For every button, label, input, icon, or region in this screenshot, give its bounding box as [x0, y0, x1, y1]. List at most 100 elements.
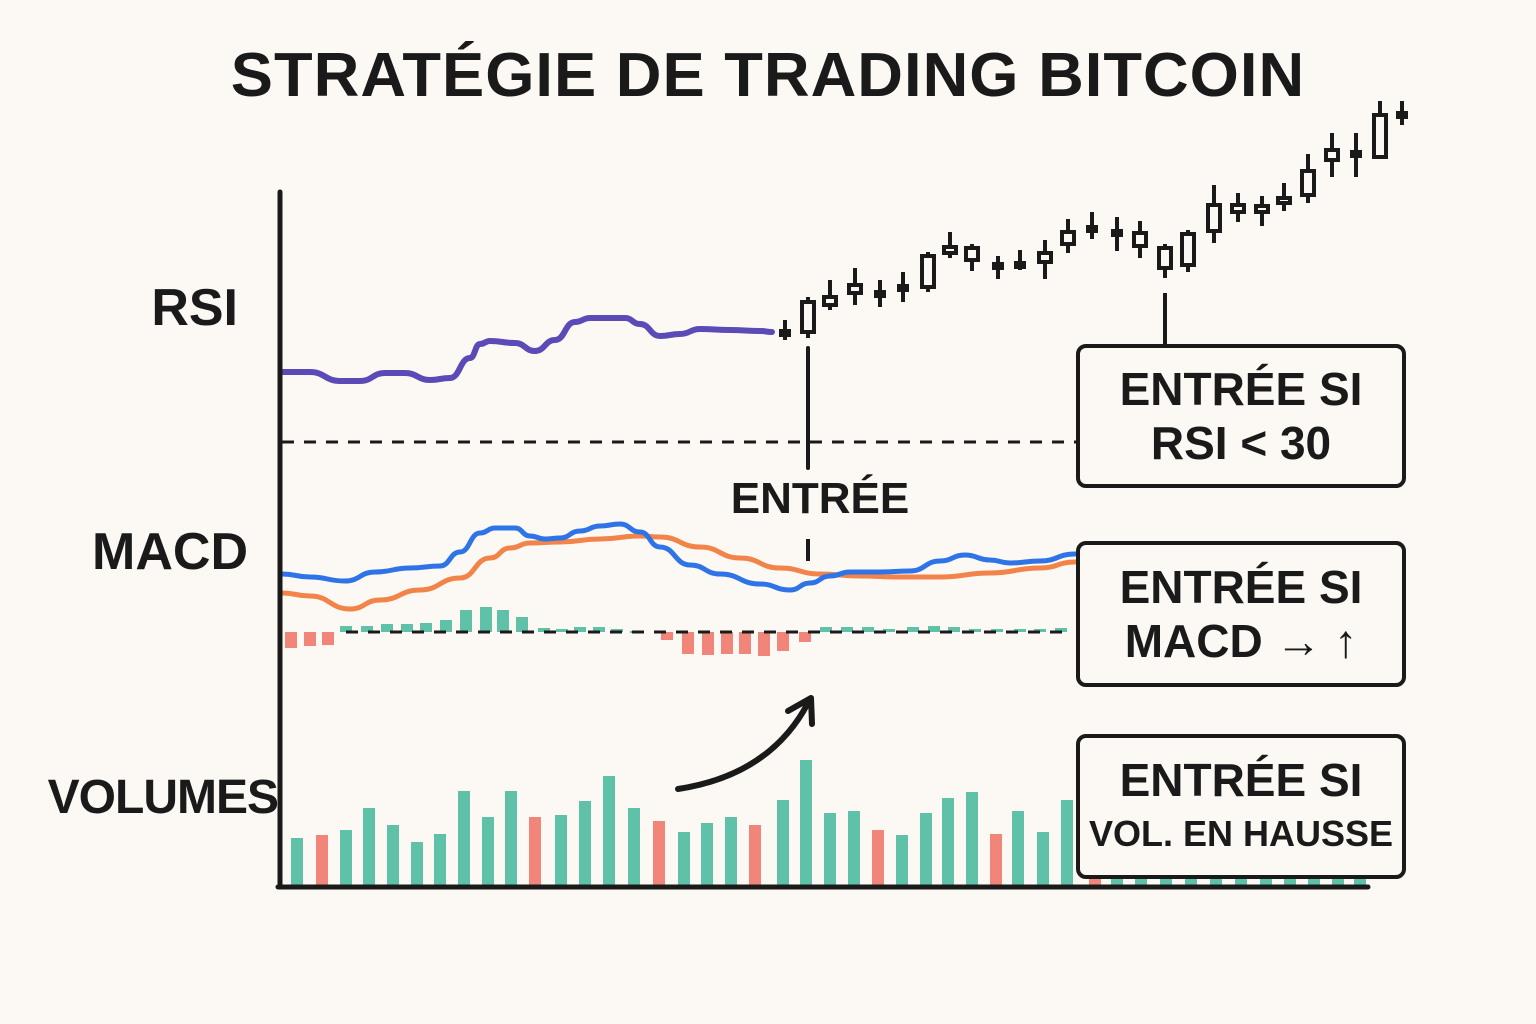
histogram-bar [841, 627, 853, 632]
candle-body [1180, 232, 1196, 267]
histogram-bar [907, 627, 919, 632]
histogram-bar [556, 629, 568, 632]
candle-body [1157, 246, 1173, 270]
chart-title: STRATÉGIE DE TRADING BITCOIN [230, 41, 1306, 110]
histogram-bar [285, 632, 297, 648]
volume-bar [411, 842, 423, 885]
macd-signal-line [279, 533, 1078, 612]
histogram-bar [883, 629, 895, 632]
volume-bar [628, 808, 640, 885]
volume-bar [505, 791, 517, 885]
candle-body [1060, 230, 1076, 246]
price-candlesticks [779, 101, 1408, 340]
histogram-bar [361, 626, 373, 632]
volume-bar [872, 830, 884, 885]
macd-condition-line2: MACD → ↑ [1124, 615, 1358, 667]
volume-bar [920, 813, 932, 885]
volume-bar [482, 817, 494, 885]
volume-bars [291, 760, 1366, 885]
histogram-bar [460, 610, 472, 632]
volume-bar [653, 821, 665, 885]
volume-bar [579, 801, 591, 885]
macd-condition-box: ENTRÉE SI MACD → ↑ [1076, 541, 1406, 687]
volume-bar [387, 825, 399, 885]
volume-bar [316, 835, 328, 885]
volume-bar [942, 798, 954, 885]
macd-line [279, 521, 1078, 593]
volume-bar [1308, 879, 1320, 885]
candle-body [1372, 113, 1388, 159]
volume-bar [291, 838, 303, 885]
histogram-bar [661, 632, 673, 640]
candle-body [822, 295, 838, 307]
rsi-condition-line1: ENTRÉE SI [1119, 363, 1363, 415]
volume-bar [896, 835, 908, 885]
histogram-bar [593, 627, 605, 632]
candle-body [1014, 261, 1026, 269]
candle-body [1254, 204, 1270, 214]
histogram-bar [480, 607, 492, 632]
rsi-panel-label: RSI [151, 279, 238, 337]
histogram-bar [820, 627, 832, 632]
histogram-bar [702, 632, 714, 655]
macd-condition-line1: ENTRÉE SI [1119, 561, 1363, 613]
candle-body [1396, 111, 1408, 119]
histogram-bar [340, 626, 352, 632]
histogram-bar [322, 632, 334, 645]
candle-body [1276, 196, 1292, 205]
volume-bar [1284, 879, 1296, 885]
volume-condition-box: ENTRÉE SI VOL. EN HAUSSE [1076, 734, 1406, 879]
candle-body [964, 246, 980, 262]
volumes-panel-label: VOLUMES [47, 771, 279, 824]
volume-bar [1332, 879, 1344, 885]
histogram-bar [1055, 628, 1067, 632]
arrow-head-icon [785, 695, 815, 727]
volume-bar [529, 817, 541, 885]
histogram-bar [799, 632, 811, 642]
volume-bar [555, 815, 567, 885]
volume-bar [1061, 800, 1073, 885]
volume-bar [1354, 879, 1366, 885]
volume-bar [458, 791, 470, 885]
volume-bar [701, 823, 713, 885]
candle-body [1300, 169, 1316, 197]
volume-bar [1185, 879, 1197, 885]
volume-bar [990, 834, 1002, 885]
volume-bar [1135, 879, 1147, 885]
volume-bar [363, 808, 375, 885]
volume-bar [966, 792, 978, 885]
candle-body [1037, 251, 1053, 264]
candle-body [1230, 203, 1246, 214]
volume-bar [434, 834, 446, 885]
histogram-bar [777, 632, 789, 651]
histogram-bar [739, 632, 751, 654]
volume-bar [1160, 879, 1172, 885]
candle-body [897, 284, 909, 292]
histogram-bar [721, 632, 733, 654]
histogram-bar [381, 624, 393, 632]
candle-body [920, 254, 936, 289]
volume-condition-line2: VOL. EN HAUSSE [1088, 812, 1394, 854]
histogram-bar [682, 632, 694, 654]
histogram-bar [1014, 629, 1026, 632]
volume-bar [1089, 879, 1101, 885]
candle-body [1350, 150, 1362, 158]
histogram-bar [516, 617, 528, 632]
volume-bar [749, 825, 761, 885]
volume-bar [678, 832, 690, 885]
volume-bar [1235, 879, 1247, 885]
volume-bar [1210, 879, 1222, 885]
volume-bar [1260, 879, 1272, 885]
rsi-line [279, 315, 775, 384]
volume-bar [1111, 879, 1123, 885]
volume-bar [1037, 832, 1049, 885]
histogram-bar [862, 627, 874, 632]
entry-label: ENTRÉE [730, 474, 910, 523]
volume-bar [725, 817, 737, 885]
candle-body [1132, 231, 1148, 248]
volume-bar [848, 811, 860, 885]
histogram-bar [538, 628, 550, 632]
candle-body [992, 262, 1004, 270]
histogram-bar [574, 627, 586, 632]
